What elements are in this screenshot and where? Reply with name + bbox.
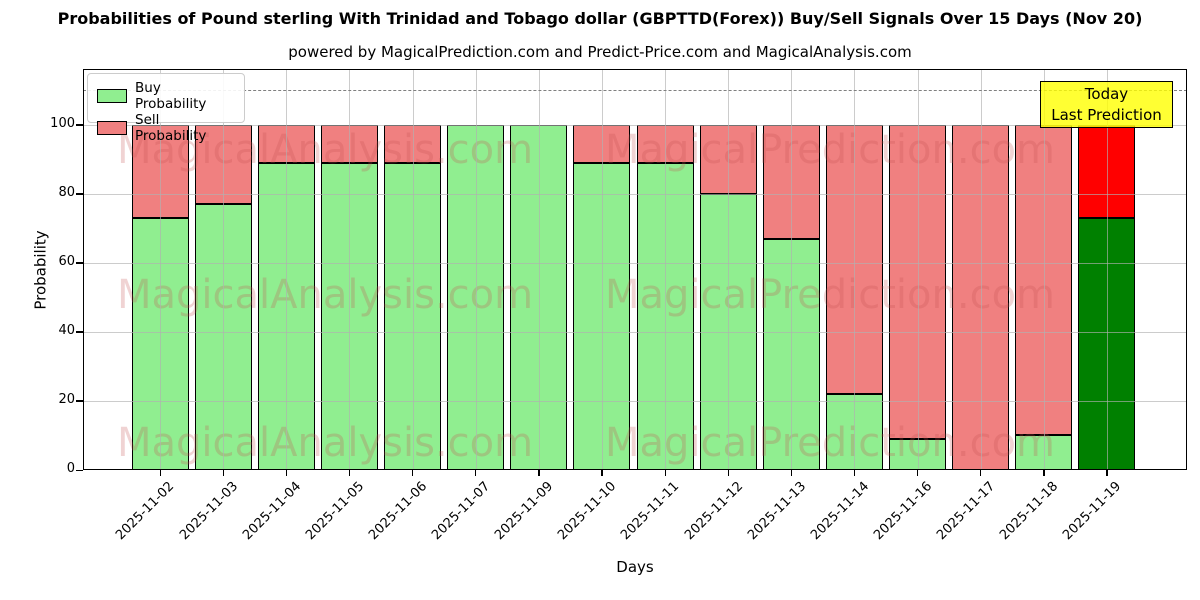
watermark-text: MagicalAnalysis.com <box>116 127 534 173</box>
y-tick-mark-80 <box>76 193 83 195</box>
y-tick-label-80: 80 <box>58 184 75 200</box>
today-annotation: Today Last Prediction <box>1040 81 1173 128</box>
x-tick-label-2025-11-02: 2025-11-02 <box>113 479 178 544</box>
y-tick-label-100: 100 <box>50 115 75 131</box>
v-gridline-2025-11-16 <box>917 69 919 470</box>
watermark-text: MagicalPrediction.com <box>605 127 1055 173</box>
v-gridline-2025-11-05 <box>349 69 351 470</box>
h-gridline-40 <box>83 331 1187 333</box>
x-tick-label-2025-11-05: 2025-11-05 <box>302 479 367 544</box>
plot-area: MagicalAnalysis.com MagicalPrediction.com… <box>83 69 1187 470</box>
v-gridline-2025-11-11 <box>665 69 667 470</box>
y-tick-label-20: 20 <box>58 391 75 407</box>
v-gridline-2025-11-06 <box>412 69 414 470</box>
legend-label-sell: Sell Probability <box>135 112 207 144</box>
threshold-dashed-line <box>83 90 1187 92</box>
v-gridline-2025-11-19 <box>1106 69 1108 470</box>
x-tick-label-2025-11-04: 2025-11-04 <box>239 479 304 544</box>
x-tick-mark-2025-11-19 <box>1106 470 1108 476</box>
x-tick-mark-2025-11-14 <box>853 470 856 476</box>
v-gridline-2025-11-17 <box>980 69 982 470</box>
v-gridline-2025-11-02 <box>160 69 161 470</box>
x-tick-label-2025-11-10: 2025-11-10 <box>555 479 620 544</box>
x-axis-label: Days <box>616 558 654 576</box>
x-tick-mark-2025-11-02 <box>159 470 161 476</box>
x-tick-label-2025-11-17: 2025-11-17 <box>934 479 999 544</box>
x-tick-mark-2025-11-10 <box>601 470 603 476</box>
h-gridline-60 <box>83 262 1187 264</box>
x-tick-mark-2025-11-05 <box>348 470 351 476</box>
y-tick-label-0: 0 <box>66 461 75 476</box>
buy-probability-swatch <box>97 89 127 103</box>
v-gridline-2025-11-18 <box>1043 69 1045 470</box>
y-tick-label-40: 40 <box>58 322 75 338</box>
x-tick-label-2025-11-09: 2025-11-09 <box>492 479 557 544</box>
legend: Buy Probability Sell Probability <box>87 73 245 144</box>
x-tick-mark-2025-11-13 <box>790 470 793 476</box>
x-tick-label-2025-11-14: 2025-11-14 <box>808 479 873 544</box>
x-tick-label-2025-11-12: 2025-11-12 <box>681 479 746 544</box>
x-tick-mark-2025-11-09 <box>538 470 540 476</box>
today-annotation-line2: Last Prediction <box>1051 106 1162 124</box>
chart-title: Probabilities of Pound sterling With Tri… <box>57 9 1143 28</box>
y-tick-label-60: 60 <box>58 253 75 269</box>
watermark-text: MagicalPrediction.com <box>605 272 1055 318</box>
x-tick-label-2025-11-11: 2025-11-11 <box>618 479 683 544</box>
v-gridline-2025-11-10 <box>601 69 603 470</box>
x-tick-label-2025-11-03: 2025-11-03 <box>176 479 241 544</box>
y-tick-mark-40 <box>76 331 83 333</box>
watermark-text: MagicalPrediction.com <box>605 420 1055 466</box>
v-gridline-2025-11-14 <box>854 69 856 470</box>
chart-subtitle: powered by MagicalPrediction.com and Pre… <box>288 43 912 61</box>
today-annotation-line1: Today <box>1084 85 1129 103</box>
v-gridline-2025-11-03 <box>223 69 225 470</box>
h-gridline-80 <box>83 193 1187 195</box>
x-tick-mark-2025-11-03 <box>222 470 224 476</box>
x-tick-mark-2025-11-18 <box>1043 470 1045 476</box>
x-tick-label-2025-11-18: 2025-11-18 <box>997 479 1062 544</box>
v-gridline-2025-11-07 <box>475 69 477 470</box>
legend-label-buy: Buy Probability <box>135 80 207 112</box>
sell-probability-swatch <box>97 121 127 135</box>
v-gridline-2025-11-04 <box>286 69 288 470</box>
legend-item-sell: Sell Probability <box>97 112 235 144</box>
x-tick-mark-2025-11-07 <box>475 470 477 476</box>
x-tick-label-2025-11-16: 2025-11-16 <box>871 479 936 544</box>
x-tick-mark-2025-11-04 <box>285 470 288 476</box>
y-tick-mark-100 <box>76 124 83 126</box>
x-tick-mark-2025-11-17 <box>980 470 982 476</box>
x-tick-mark-2025-11-16 <box>917 470 919 476</box>
x-tick-label-2025-11-07: 2025-11-07 <box>429 479 494 544</box>
v-gridline-2025-11-13 <box>791 69 793 470</box>
x-tick-mark-2025-11-06 <box>412 470 414 476</box>
watermark-text: MagicalAnalysis.com <box>116 272 534 318</box>
x-tick-label-2025-11-06: 2025-11-06 <box>366 479 431 544</box>
y-tick-mark-0 <box>76 469 83 471</box>
x-tick-mark-2025-11-11 <box>664 470 666 476</box>
v-gridline-2025-11-09 <box>538 69 540 470</box>
x-tick-label-2025-11-19: 2025-11-19 <box>1060 479 1125 544</box>
h-gridline-20 <box>83 400 1187 402</box>
v-gridline-2025-11-12 <box>728 69 730 470</box>
y-tick-mark-20 <box>76 400 83 402</box>
h-gridline-100 <box>83 124 1187 126</box>
legend-item-buy: Buy Probability <box>97 80 235 112</box>
x-tick-mark-2025-11-12 <box>727 470 729 476</box>
y-tick-mark-60 <box>76 262 83 264</box>
watermark-text: MagicalAnalysis.com <box>116 420 534 466</box>
x-tick-label-2025-11-13: 2025-11-13 <box>744 479 809 544</box>
